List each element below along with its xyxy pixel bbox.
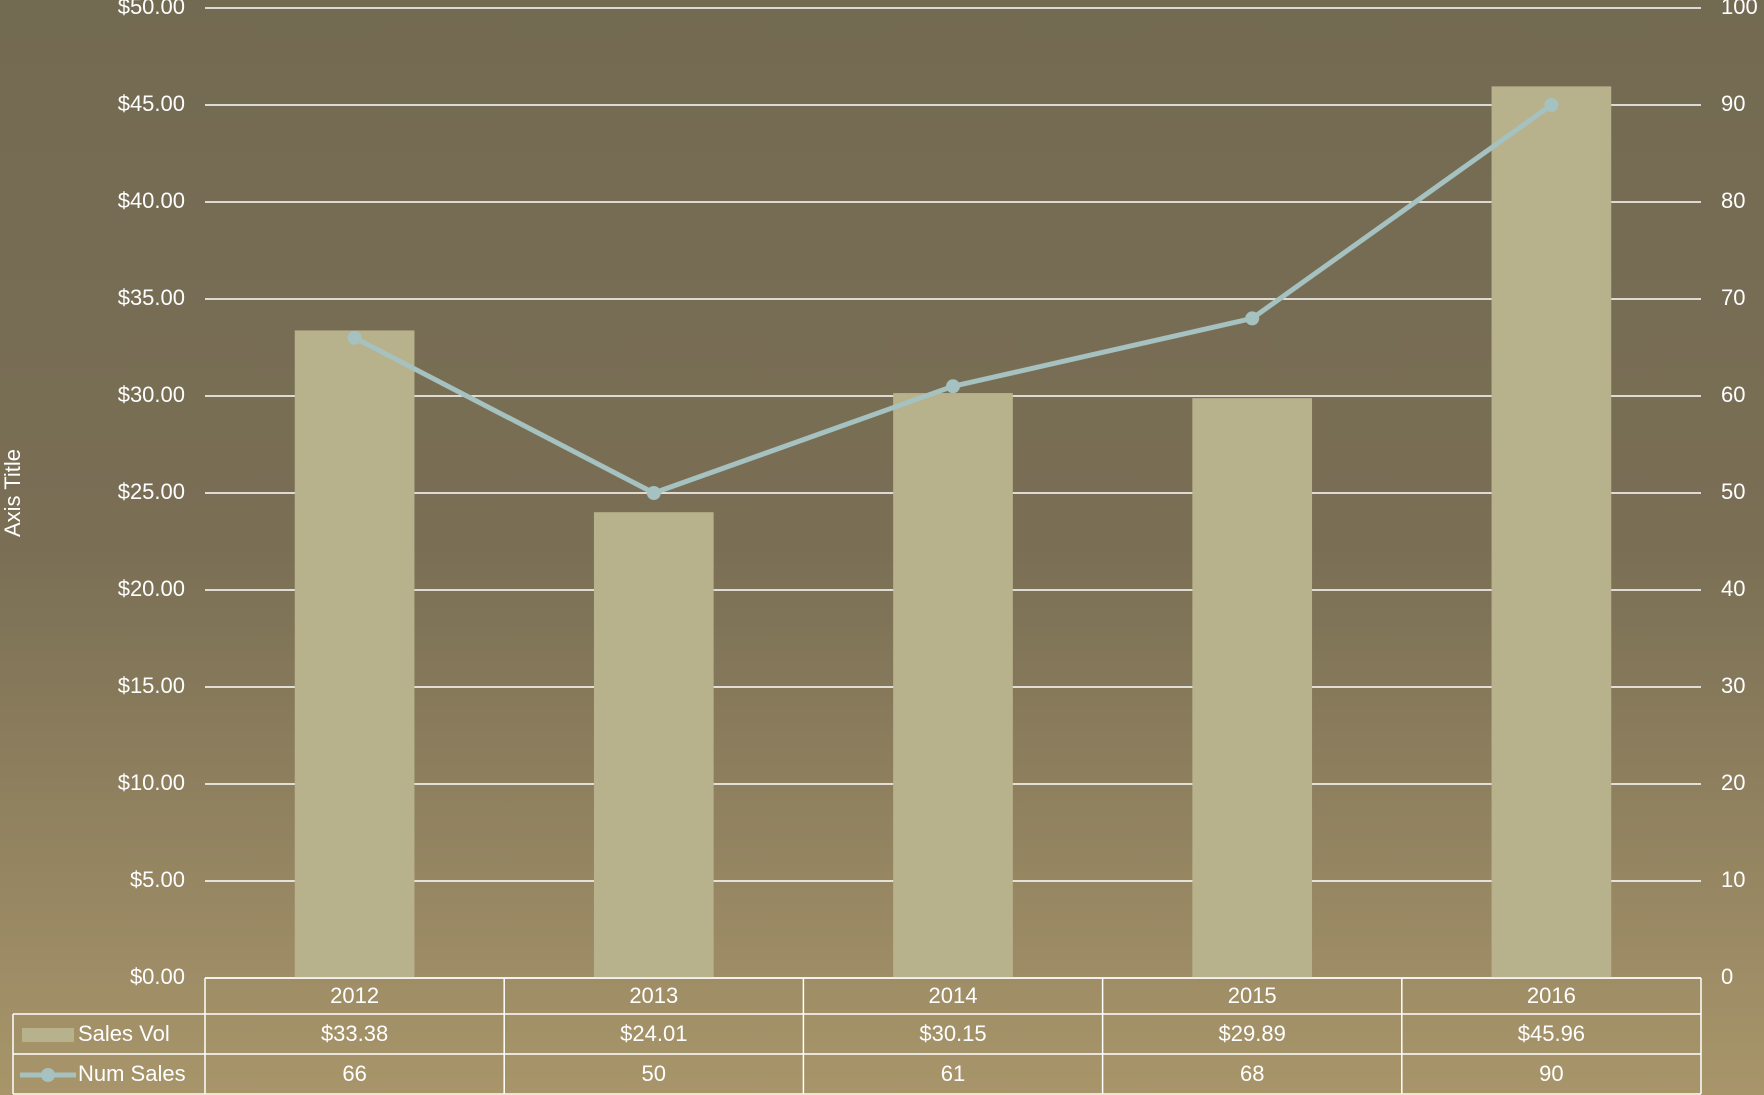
y-tick-label: $30.00 [118,382,185,407]
y2-tick-label: 50 [1721,479,1745,504]
table-value: $45.96 [1518,1021,1585,1046]
bar [1192,398,1313,978]
y-tick-label: $15.00 [118,673,185,698]
y-tick-label: $45.00 [118,91,185,116]
y-tick-label: $40.00 [118,188,185,213]
y2-tick-label: 40 [1721,576,1745,601]
y-tick-label: $5.00 [130,867,185,892]
table-value: 90 [1539,1061,1563,1086]
bar [1491,86,1612,979]
x-tick-label: 2016 [1527,983,1576,1008]
table-value: $30.15 [919,1021,986,1046]
bar [593,512,714,978]
x-tick-label: 2014 [929,983,978,1008]
legend-key [22,1028,74,1042]
line-marker [1544,98,1559,112]
bar [294,330,415,979]
y-tick-label: $25.00 [118,479,185,504]
y2-tick-label: 100 [1721,0,1758,19]
x-tick-label: 2015 [1228,983,1277,1008]
x-tick-label: 2013 [629,983,678,1008]
y2-tick-label: 30 [1721,673,1745,698]
y2-tick-label: 70 [1721,285,1745,310]
line-marker [646,486,661,500]
y2-tick-label: 90 [1721,91,1745,116]
y-tick-label: $50.00 [118,0,185,19]
line-marker [347,330,362,345]
table-value: 66 [342,1061,366,1086]
y-tick-label: $10.00 [118,770,185,795]
y2-tick-label: 60 [1721,382,1745,407]
legend-label: Num Sales [78,1061,186,1086]
table-value: $24.01 [620,1021,687,1046]
y-axis-title: Axis Title [0,449,25,537]
x-tick-label: 2012 [330,983,379,1008]
y-tick-label: $0.00 [130,964,185,989]
y2-tick-label: 20 [1721,770,1745,795]
y2-tick-label: 10 [1721,867,1745,892]
bar [893,393,1013,979]
y-tick-label: $20.00 [118,576,185,601]
table-value: 50 [642,1061,666,1086]
table-value: 61 [941,1061,965,1086]
table-value: 68 [1240,1061,1264,1086]
legend-key [41,1068,55,1082]
table-value: $29.89 [1219,1021,1286,1046]
y-tick-label: $35.00 [118,285,185,310]
y2-tick-label: 80 [1721,188,1745,213]
table-value: $33.38 [321,1021,388,1046]
line-marker [946,379,960,394]
y2-tick-label: 0 [1721,964,1733,989]
legend-label: Sales Vol [78,1021,170,1046]
line-marker [1245,311,1260,326]
